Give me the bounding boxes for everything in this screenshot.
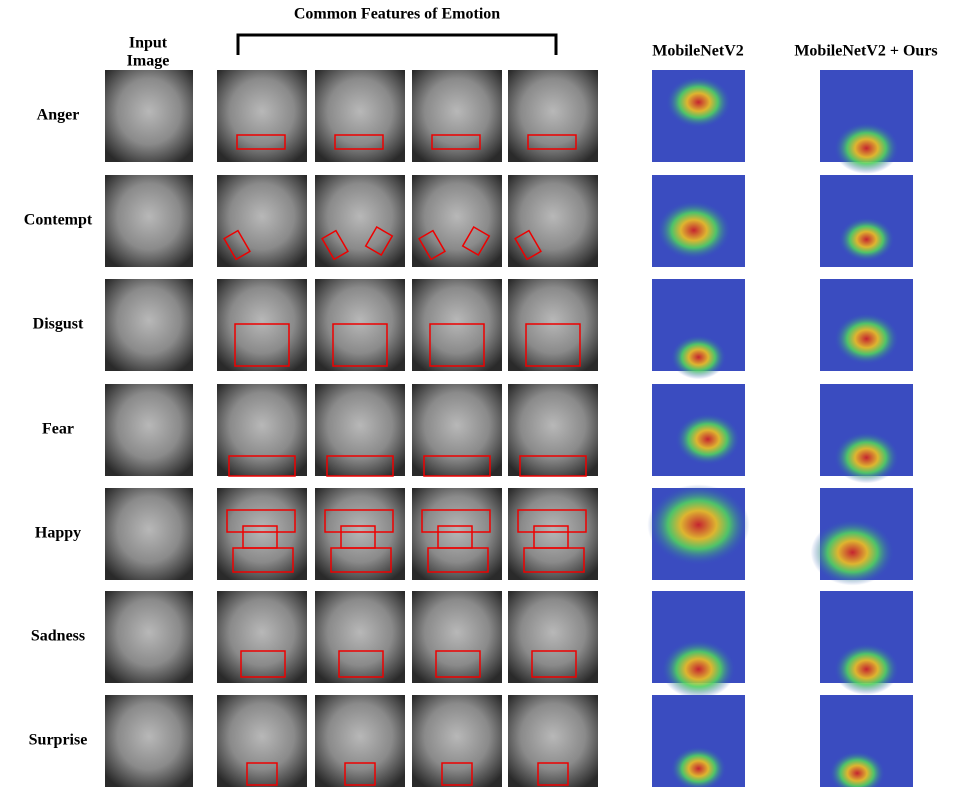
input-image [105,384,193,476]
baseline-header: MobileNetV2 [652,43,744,60]
common-header: Common Features of Emotion [294,6,500,23]
row-label: Fear [42,421,74,438]
ours-heatmap-hot [834,122,899,174]
baseline-heatmap-hot [666,76,731,128]
row-label: Anger [37,107,80,124]
feature-image [315,591,405,683]
feature-image [412,279,502,371]
row-label: Sadness [31,628,85,645]
feature-image [508,384,598,476]
feature-image [508,70,598,162]
baseline-heatmap-hot [661,640,735,699]
baseline-heatmap-hot [647,484,749,565]
ours-heatmap-hot [834,643,899,695]
ours-header: MobileNetV2 + Ours [794,43,937,60]
feature-image [508,695,598,787]
feature-image [412,591,502,683]
ours-heatmap-hot [839,217,895,261]
feature-image [217,695,307,787]
feature-image [315,695,405,787]
ours-heatmap-hot [834,432,899,484]
feature-image [315,279,405,371]
input-image [105,695,193,787]
baseline-heatmap-hot [657,201,731,260]
baseline-heatmap-hot [675,413,740,465]
feature-image [217,175,307,267]
feature-image [217,591,307,683]
feature-image [508,175,598,267]
figure: Input Image Common Features of Emotion M… [0,0,965,787]
feature-image [412,70,502,162]
feature-image [315,175,405,267]
feature-image [315,384,405,476]
ours-heatmap-hot [834,313,899,365]
feature-image [508,279,598,371]
row-label: Happy [35,525,81,542]
feature-image [315,70,405,162]
feature-image [217,70,307,162]
feature-image [508,591,598,683]
input-image [105,70,193,162]
feature-image [217,279,307,371]
input-image [105,279,193,371]
row-label: Surprise [29,732,88,749]
image-grid: Anger Contempt Disgust Fear Happy Sadness Surp… [24,70,913,787]
input-image [105,175,193,267]
input-header: Image [127,53,170,70]
bracket [238,35,556,55]
row-label: Disgust [33,316,84,333]
input-image [105,591,193,683]
feature-image [412,175,502,267]
input-header: Input [129,35,168,52]
row-label: Contempt [24,212,93,229]
ours-heatmap-hot [811,519,895,585]
input-image [105,488,193,580]
feature-image [217,384,307,476]
feature-image [412,384,502,476]
baseline-heatmap-hot [671,335,727,379]
feature-image [412,695,502,787]
